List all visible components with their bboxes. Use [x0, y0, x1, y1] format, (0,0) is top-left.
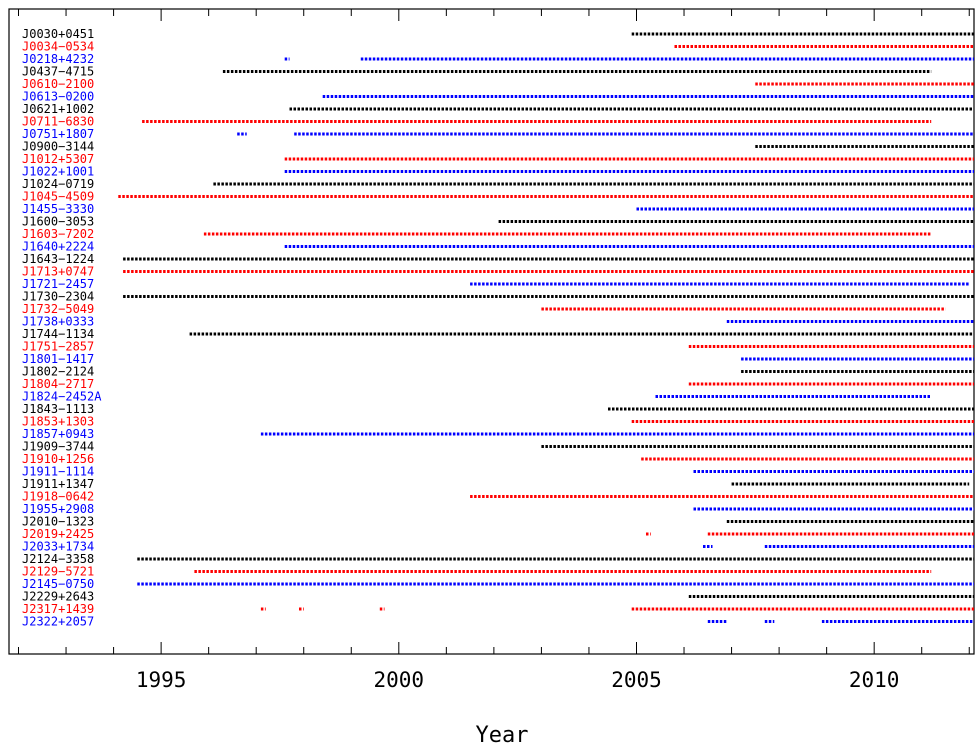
pulsar-label-j23222057: J2322+2057	[22, 615, 94, 629]
x-tick-label-2010: 2010	[849, 668, 900, 692]
pulsar-label-j23171439: J2317+1439	[22, 602, 94, 616]
pulsar-label-j10221001: J1022+1001	[22, 165, 94, 179]
pulsar-label-j06102100: J0610−2100	[22, 77, 94, 91]
x-tick-label-1995: 1995	[136, 668, 187, 692]
pulsar-labels: J0030+0451J0034−0534J0218+4232J0437−4715…	[22, 27, 102, 629]
pulsar-label-j17512857: J1751−2857	[22, 340, 94, 354]
pulsar-label-j18011417: J1801−1417	[22, 352, 94, 366]
pulsar-label-j19101256: J1910+1256	[22, 452, 94, 466]
pulsar-label-j16003053: J1600−3053	[22, 215, 94, 229]
pulsar-label-j00340534: J0034−0534	[22, 40, 94, 54]
pulsar-label-j10125307: J1012+5307	[22, 152, 94, 166]
pulsar-label-j17441134: J1744−1134	[22, 327, 94, 341]
pulsar-label-j20331734: J2033+1734	[22, 540, 94, 554]
pulsar-label-j21243358: J2124−3358	[22, 552, 94, 566]
pulsar-label-j16037202: J1603−7202	[22, 227, 94, 241]
pulsar-label-j18242452a: J1824−2452A	[22, 390, 102, 404]
pulsar-label-j06211002: J0621+1002	[22, 102, 94, 116]
pulsar-label-j18042717: J1804−2717	[22, 377, 94, 391]
x-axis-tick-labels: 1995 2000 2005 2010	[136, 668, 900, 692]
pulsar-label-j10454509: J1045−4509	[22, 190, 94, 204]
pulsar-label-j20192425: J2019+2425	[22, 527, 94, 541]
pulsar-label-j22292643: J2229+2643	[22, 590, 94, 604]
pulsar-label-j21295721: J2129−5721	[22, 565, 94, 579]
x-axis-ticks	[18, 9, 970, 654]
pulsar-label-j17325049: J1732−5049	[22, 302, 94, 316]
pulsar-label-j19552908: J1955+2908	[22, 502, 94, 516]
pulsar-label-j21450750: J2145−0750	[22, 577, 94, 591]
pulsar-rows	[118, 32, 974, 623]
pulsar-label-j17380333: J1738+0333	[22, 315, 94, 329]
pulsar-label-j04374715: J0437−4715	[22, 65, 94, 79]
pulsar-label-j07511807: J0751+1807	[22, 127, 94, 141]
pulsar-label-j17130747: J1713+0747	[22, 265, 94, 279]
pulsar-label-j18531303: J1853+1303	[22, 415, 94, 429]
pulsar-label-j19111347: J1911+1347	[22, 477, 94, 491]
pulsar-label-j17212457: J1721−2457	[22, 277, 94, 291]
pulsar-label-j19111114: J1911−1114	[22, 465, 94, 479]
x-tick-label-2005: 2005	[611, 668, 662, 692]
pulsar-label-j16431224: J1643−1224	[22, 252, 94, 266]
pulsar-label-j19180642: J1918−0642	[22, 490, 94, 504]
pulsar-label-j17302304: J1730−2304	[22, 290, 94, 304]
x-axis-title: Year	[476, 723, 529, 748]
pulsar-label-j02184232: J0218+4232	[22, 52, 94, 66]
pulsar-label-j20101323: J2010−1323	[22, 515, 94, 529]
pulsar-label-j16402224: J1640+2224	[22, 240, 94, 254]
pulsar-label-j09003144: J0900−3144	[22, 140, 94, 154]
pulsar-label-j18570943: J1857+0943	[22, 427, 94, 441]
pulsar-label-j06130200: J0613−0200	[22, 90, 94, 104]
pulsar-label-j14553330: J1455−3330	[22, 202, 94, 216]
pulsar-label-j19093744: J1909−3744	[22, 440, 94, 454]
pulsar-label-j10240719: J1024−0719	[22, 177, 94, 191]
pulsar-label-j18022124: J1802−2124	[22, 365, 94, 379]
pulsar-label-j00300451: J0030+0451	[22, 27, 94, 41]
plot-frame	[8, 8, 975, 655]
pulsar-label-j18431113: J1843−1113	[22, 402, 94, 416]
x-tick-label-2000: 2000	[374, 668, 425, 692]
pulsar-label-j07116830: J0711−6830	[22, 115, 94, 129]
